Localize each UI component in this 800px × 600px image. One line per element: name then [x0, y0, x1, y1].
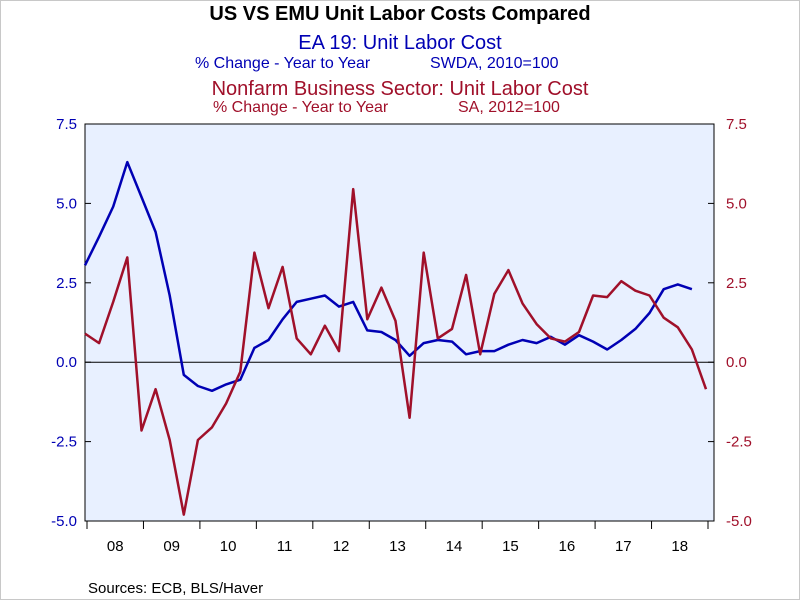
right-tick-label: 5.0 — [726, 195, 747, 212]
x-tick-label: 12 — [333, 538, 350, 555]
series-nonfarm-line — [84, 187, 708, 516]
series2-subtitle-right: SA, 2012=100 — [458, 99, 560, 116]
left-tick-label: 0.0 — [56, 354, 77, 371]
series1-subtitle-right: SWDA, 2010=100 — [430, 55, 559, 72]
x-tick-label: 14 — [446, 538, 463, 555]
left-tick-label: 2.5 — [56, 275, 77, 292]
x-tick-label: 13 — [389, 538, 406, 555]
left-tick-label: -2.5 — [51, 434, 77, 451]
right-tick-label: -5.0 — [726, 513, 752, 530]
left-tick-label: -5.0 — [51, 513, 77, 530]
x-tick-label: 09 — [163, 538, 180, 555]
right-tick-label: 2.5 — [726, 275, 747, 292]
left-tick-label: 5.0 — [56, 195, 77, 212]
x-tick-label: 17 — [615, 538, 632, 555]
x-tick-label: 08 — [107, 538, 124, 555]
right-axis: 7.5 5.0 2.5 0.0 -2.5 -5.0 — [708, 116, 752, 530]
x-axis: 08 09 10 11 12 13 14 15 16 17 18 — [86, 521, 709, 555]
left-axis: 7.5 5.0 2.5 0.0 -2.5 -5.0 — [51, 116, 91, 530]
x-tick-label: 11 — [277, 538, 293, 555]
right-tick-label: -2.5 — [726, 434, 752, 451]
series1-title: EA 19: Unit Labor Cost — [298, 32, 502, 54]
right-tick-label: 7.5 — [726, 116, 747, 133]
right-tick-label: 0.0 — [726, 354, 747, 371]
x-tick-label: 15 — [502, 538, 519, 555]
plot-area — [84, 123, 715, 522]
chart-title: US VS EMU Unit Labor Costs Compared — [209, 3, 590, 25]
series2-title: Nonfarm Business Sector: Unit Labor Cost — [212, 78, 589, 100]
x-tick-label: 18 — [671, 538, 688, 555]
x-tick-label: 16 — [559, 538, 576, 555]
left-tick-label: 7.5 — [56, 116, 77, 133]
series1-subtitle-left: % Change - Year to Year — [195, 55, 371, 72]
source-note: Sources: ECB, BLS/Haver — [88, 580, 263, 597]
series-ea19-line — [83, 160, 693, 393]
series2-subtitle-left: % Change - Year to Year — [213, 99, 389, 116]
x-tick-label: 10 — [220, 538, 237, 555]
